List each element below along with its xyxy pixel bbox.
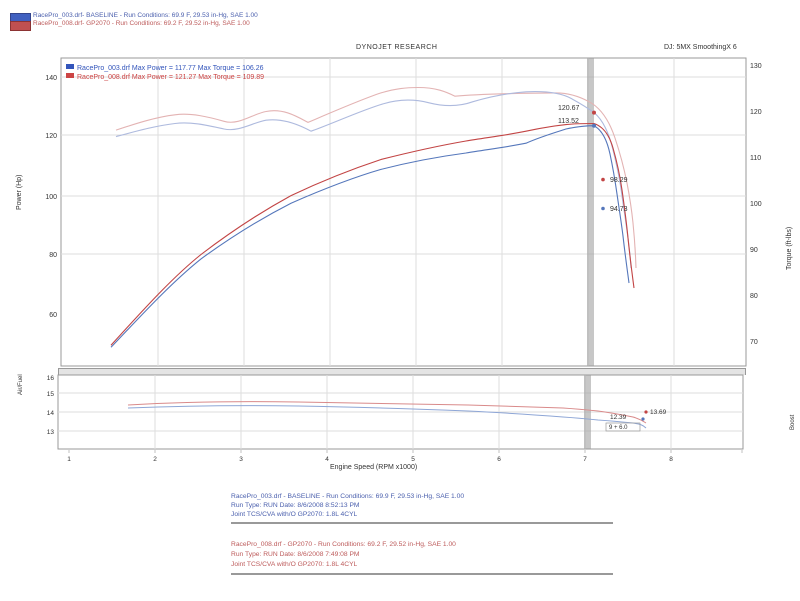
svg-text:60: 60 <box>49 312 57 319</box>
svg-text:98.29: 98.29 <box>610 177 628 184</box>
svg-text:80: 80 <box>750 293 758 300</box>
svg-text:16: 16 <box>47 375 55 382</box>
svg-text:120.67: 120.67 <box>558 105 580 112</box>
svg-text:120: 120 <box>750 109 762 116</box>
svg-text:13.69: 13.69 <box>650 409 667 416</box>
svg-text:90: 90 <box>750 247 758 254</box>
svg-text:2: 2 <box>153 456 157 463</box>
svg-text:70: 70 <box>750 339 758 346</box>
svg-text:100: 100 <box>45 194 57 201</box>
svg-text:94.73: 94.73 <box>610 206 628 213</box>
svg-text:15: 15 <box>47 391 55 398</box>
svg-text:7: 7 <box>583 456 587 463</box>
svg-text:9 + 6.0: 9 + 6.0 <box>609 425 628 431</box>
svg-text:12.39: 12.39 <box>610 414 627 421</box>
svg-text:13: 13 <box>47 429 55 436</box>
svg-text:14: 14 <box>47 410 55 417</box>
svg-text:130: 130 <box>750 63 762 70</box>
svg-text:RacePro_003.drf Max Power = 11: RacePro_003.drf Max Power = 117.77 Max T… <box>77 65 264 72</box>
svg-text:4: 4 <box>325 456 329 463</box>
svg-text:6: 6 <box>497 456 501 463</box>
svg-text:3: 3 <box>239 456 243 463</box>
svg-text:RacePro_008.drf Max Power = 12: RacePro_008.drf Max Power = 121.27 Max T… <box>77 74 264 81</box>
svg-text:80: 80 <box>49 252 57 259</box>
svg-text:1: 1 <box>67 456 71 463</box>
svg-text:140: 140 <box>45 75 57 82</box>
svg-text:120: 120 <box>45 133 57 140</box>
svg-text:100: 100 <box>750 201 762 208</box>
svg-text:110: 110 <box>750 155 761 162</box>
svg-text:8: 8 <box>669 456 673 463</box>
svg-text:5: 5 <box>411 456 415 463</box>
svg-text:113.52: 113.52 <box>558 118 579 125</box>
